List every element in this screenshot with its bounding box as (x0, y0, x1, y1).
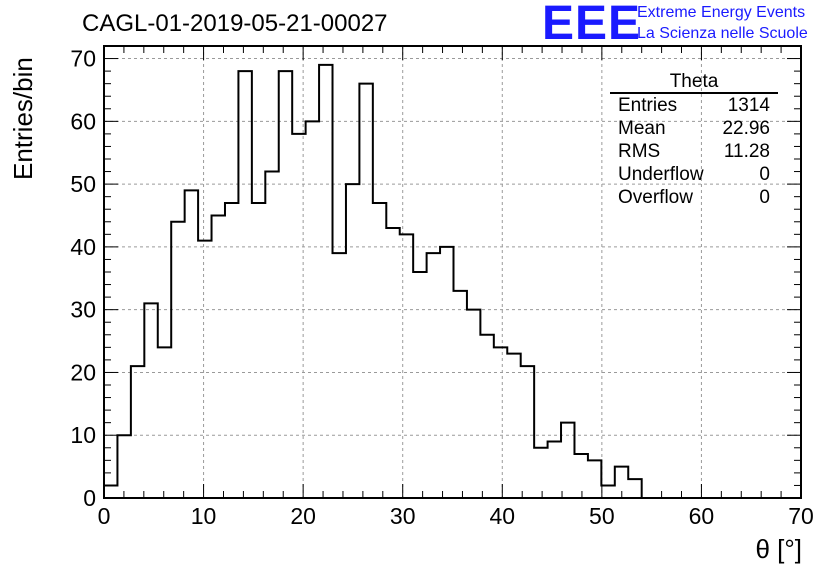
histogram-series-line (103, 63, 656, 499)
histogram-bin (319, 65, 332, 498)
plot-title: CAGL-01-2019-05-21-00027 (82, 10, 388, 37)
histogram-bin (131, 366, 144, 498)
stats-row-rms: RMS 11.28 (610, 140, 778, 163)
histogram-bin (427, 253, 440, 498)
logo-line-2: La Scienza nelle Scuole (637, 25, 808, 42)
stats-title: Theta (610, 72, 778, 94)
y-tick-label: 0 (83, 485, 96, 511)
x-tick-label: 0 (98, 503, 111, 529)
histogram-bin (400, 234, 413, 498)
y-axis-label: Entries/bin (8, 57, 38, 180)
stats-value: 1314 (727, 95, 770, 116)
histogram-bin (346, 184, 359, 498)
histogram-bin (507, 354, 520, 498)
histogram-bin (386, 228, 399, 498)
stats-row-overflow: Overflow 0 (610, 186, 778, 209)
x-tick-label: 40 (489, 503, 515, 529)
histogram-bin (198, 241, 211, 498)
histogram-bin (480, 335, 493, 498)
histogram-bin (265, 172, 278, 498)
histogram-bin (467, 310, 480, 498)
x-tick-label: 20 (290, 503, 316, 529)
stats-label: Overflow (618, 187, 693, 208)
x-tick-label: 70 (788, 503, 814, 529)
eee-logo: EEE (542, 0, 642, 50)
stats-row-mean: Mean 22.96 (610, 117, 778, 140)
y-tick-label: 60 (70, 108, 96, 134)
histogram-bin (561, 423, 574, 498)
stats-value: 22.96 (722, 118, 770, 139)
histogram-bin (413, 272, 426, 498)
histogram-bin (306, 121, 319, 498)
stats-label: Underflow (618, 164, 704, 185)
histogram-bin (453, 291, 466, 498)
histogram-bin (252, 203, 265, 498)
histogram-bin (185, 190, 198, 498)
x-axis-label: θ [°] (755, 534, 802, 564)
histogram-bin (104, 485, 117, 498)
histogram-bin (279, 71, 292, 498)
histogram-bin (359, 84, 372, 498)
stats-label: RMS (618, 141, 661, 162)
histogram-bin (212, 216, 225, 499)
histogram-bin (548, 442, 561, 499)
histogram-bin (225, 203, 238, 498)
histogram-bin (574, 454, 587, 498)
y-tick-label: 30 (70, 297, 96, 323)
histogram-bin (144, 303, 157, 498)
stats-label: Mean (618, 118, 666, 139)
logo-line-1: Extreme Energy Events (637, 4, 806, 21)
stats-row-entries: Entries 1314 (610, 94, 778, 117)
histogram-bin (373, 203, 386, 498)
y-tick-label: 70 (70, 46, 96, 72)
x-tick-label: 60 (689, 503, 715, 529)
stats-box: Theta Entries 1314 Mean 22.96 RMS 11.28 … (610, 72, 778, 209)
histogram-bin (171, 222, 184, 498)
stats-value: 0 (759, 164, 770, 185)
y-tick-label: 10 (70, 422, 96, 448)
stats-value: 0 (759, 187, 770, 208)
x-tick-label: 10 (191, 503, 217, 529)
stats-row-underflow: Underflow 0 (610, 163, 778, 186)
histogram-bin (534, 448, 547, 498)
y-tick-label: 40 (70, 234, 96, 260)
stats-label: Entries (618, 95, 678, 116)
histogram-bin (628, 479, 641, 498)
histogram-bin (292, 134, 305, 498)
y-tick-label: 20 (70, 359, 96, 385)
stats-value: 11.28 (723, 141, 770, 162)
histogram-bin (521, 366, 534, 498)
histogram-bin (494, 347, 507, 498)
histogram-bin (117, 435, 130, 498)
x-tick-label: 50 (589, 503, 615, 529)
histogram-bin (158, 347, 171, 498)
y-tick-label: 50 (70, 171, 96, 197)
x-tick-label: 30 (390, 503, 416, 529)
histogram-bin (333, 253, 346, 498)
histogram-bin (588, 460, 601, 498)
histogram-bin (440, 247, 453, 498)
histogram-bin (238, 71, 251, 498)
histogram-bin (601, 485, 614, 498)
